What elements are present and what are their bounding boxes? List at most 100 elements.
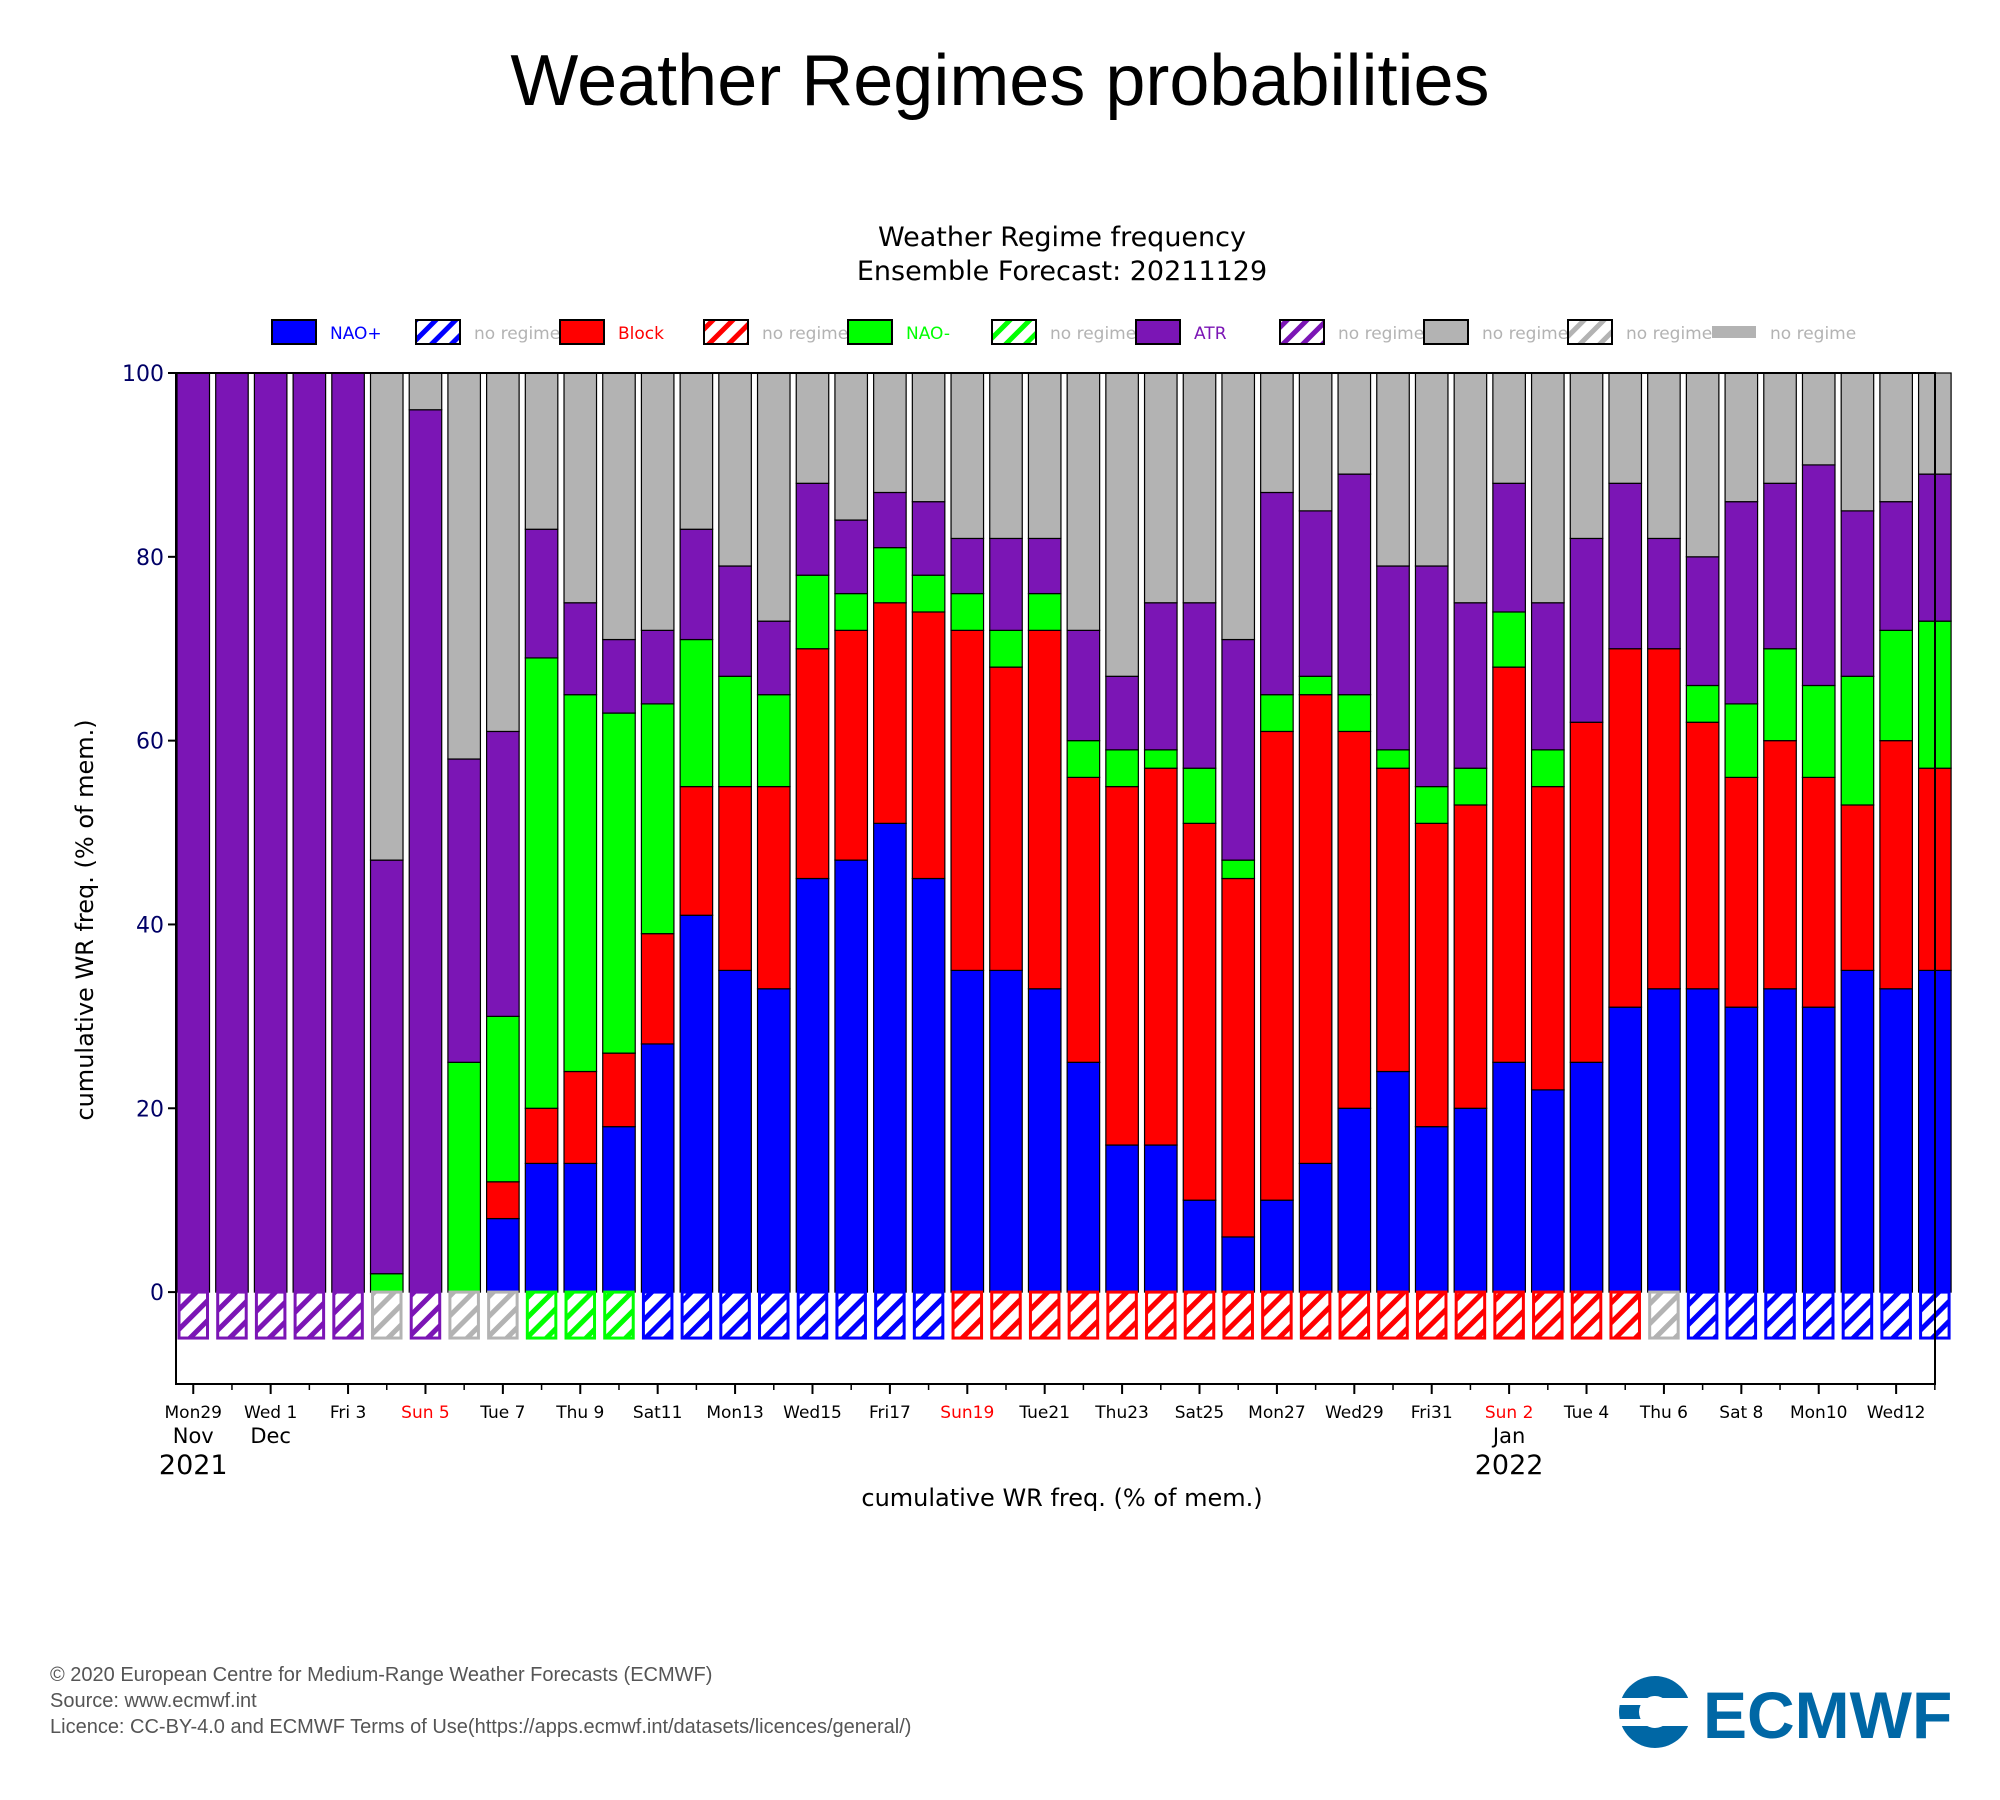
bar-block-40 [1724,776,1759,1008]
bar-nao-13 [679,638,714,788]
bar-nao-26 [1182,1199,1217,1293]
bar-nao-9 [524,1162,559,1293]
bar-atr-25 [1143,602,1178,751]
bar-no-regime-42 [1801,372,1836,466]
bar-block-24 [1105,785,1139,1146]
x-tick-label-28: Mon27 [1248,1403,1305,1423]
bar-nao-36 [1569,1061,1604,1293]
bar-nao-32 [1414,785,1449,824]
bar-atr-9 [524,528,559,659]
bar-nao-42 [1801,684,1836,778]
dominant-regime-marker-14 [719,1290,751,1340]
bar-atr-35 [1530,602,1565,751]
bar-nao-28 [1260,1199,1294,1293]
bar-block-29 [1298,694,1333,1165]
bar-block-30 [1337,730,1372,1109]
legend-label-5: no regime [1050,324,1136,344]
bar-atr-34 [1492,482,1526,613]
bar-no-regime-5 [369,372,404,861]
month-label-nov: Nov [173,1424,214,1448]
bar-nao-26 [1182,767,1217,824]
bar-nao-12 [640,1043,675,1293]
bar-nao-27 [1221,1236,1256,1293]
bar-atr-44 [1879,501,1913,631]
x-tick-label-40: Sat 8 [1719,1403,1763,1423]
bar-atr-27 [1221,638,1256,861]
dominant-regime-marker-0 [177,1290,210,1340]
bar-nao-31 [1376,1070,1410,1293]
legend-swatch-5 [991,319,1037,345]
bar-block-25 [1143,767,1178,1146]
month-label-dec: Dec [250,1424,291,1448]
bar-no-regime-27 [1221,372,1256,641]
bar-no-regime-25 [1143,372,1178,604]
bar-nao-11 [602,712,636,1054]
bar-nao-16 [795,877,830,1293]
bar-atr-19 [911,501,946,576]
bar-nao-8 [486,1217,520,1293]
footer-copyright: © 2020 European Centre for Medium-Range … [50,1664,713,1686]
x-tick-label-26: Sat25 [1175,1403,1225,1423]
bar-no-regime-19 [911,372,946,503]
bar-block-42 [1801,776,1836,1008]
bar-atr-39 [1685,556,1720,687]
footer-credits: © 2020 European Centre for Medium-Range … [50,1662,911,1740]
bar-no-regime-11 [602,372,636,641]
bar-atr-11 [602,638,636,714]
dominant-regime-marker-24 [1106,1290,1138,1340]
dominant-regime-marker-11 [603,1290,635,1340]
bar-block-33 [1453,804,1488,1109]
bar-no-regime-28 [1260,372,1294,494]
legend-swatch-2 [559,319,605,345]
bar-nao-13 [679,914,714,1293]
footer-source: Source: www.ecmwf.int [50,1690,257,1712]
bar-no-regime-31 [1376,372,1410,567]
bar-nao-18 [873,822,907,1293]
ecmwf-emblem-icon [1617,1676,1695,1748]
bar-block-28 [1260,730,1294,1201]
dominant-regime-marker-28 [1261,1290,1293,1340]
bar-nao-9 [524,657,559,1109]
dominant-regime-marker-8 [487,1290,519,1340]
legend-label-8: no regime [1482,324,1568,344]
bar-nao-20 [950,969,985,1293]
weather-regime-chart: Weather Regime frequency Ensemble Foreca… [71,222,1952,1512]
bar-nao-15 [756,988,791,1293]
bar-atr-29 [1298,510,1333,677]
dominant-regime-marker-23 [1067,1290,1100,1340]
bar-nao-7 [447,1061,482,1293]
y-tick-label-100: 100 [122,362,164,387]
dominant-regime-marker-25 [1145,1290,1177,1340]
bar-no-regime-24 [1105,372,1139,677]
legend-swatch-7 [1279,319,1325,345]
bar-nao-32 [1414,1126,1449,1293]
bar-no-regime-38 [1647,372,1681,540]
bar-nao-21 [989,629,1023,668]
bar-atr-26 [1182,602,1217,769]
dominant-regime-marker-30 [1338,1290,1371,1340]
legend-swatch-4 [847,319,893,345]
bar-no-regime-8 [486,372,520,733]
bar-atr-17 [834,519,869,595]
bar-no-regime-9 [524,372,559,530]
bar-block-15 [756,785,791,990]
bar-atr-33 [1453,602,1488,769]
dominant-regime-marker-7 [448,1290,480,1340]
bar-no-regime-30 [1337,372,1372,475]
dominant-regime-marker-3 [293,1290,326,1340]
bar-nao-17 [834,859,869,1293]
dominant-regime-marker-16 [796,1290,829,1340]
bar-no-regime-39 [1685,372,1720,558]
bar-nao-34 [1492,1061,1526,1293]
dominant-regime-marker-43 [1841,1290,1874,1340]
bar-block-12 [640,933,675,1045]
dominant-regime-marker-4 [332,1290,364,1340]
dominant-regime-marker-6 [409,1290,442,1340]
bar-nao-8 [486,1015,520,1183]
bar-block-36 [1569,721,1604,1063]
bar-nao-12 [640,703,675,935]
bar-nao-20 [950,592,985,631]
dominant-regime-marker-40 [1725,1290,1758,1340]
ecmwf-logo: ECMWF [1617,1676,1952,1752]
bar-atr-7 [447,758,482,1063]
